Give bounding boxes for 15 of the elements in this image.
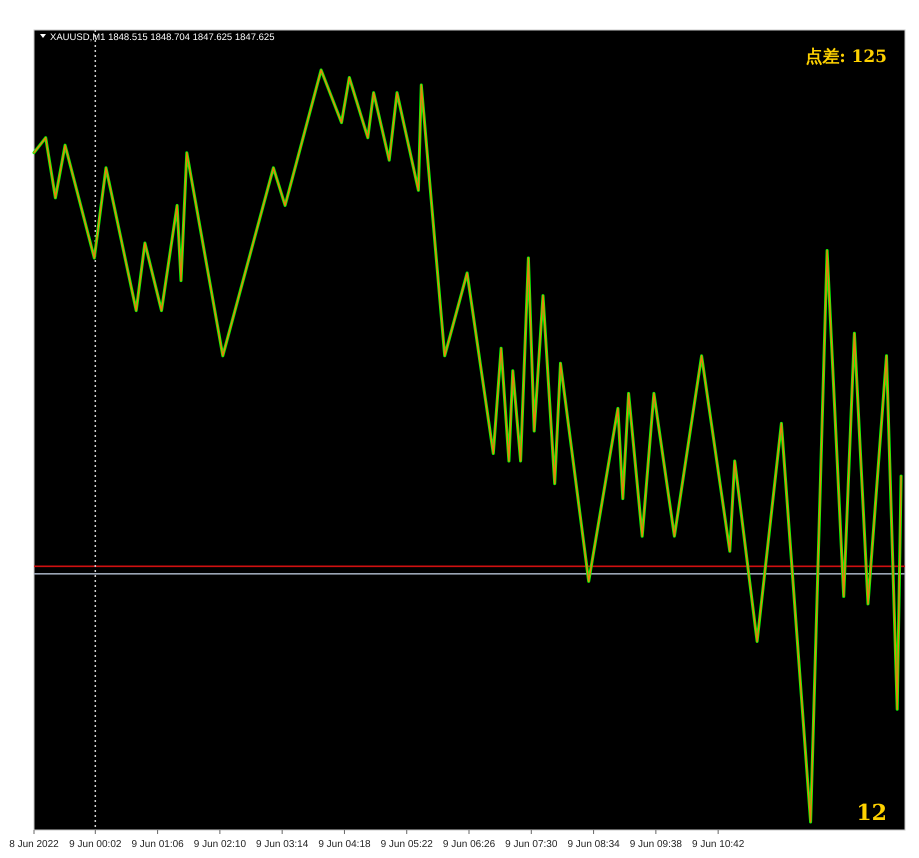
x-tick-label: 9 Jun 03:14 [256, 839, 309, 850]
text: 点差: 125 [805, 47, 887, 67]
x-tick-label: 9 Jun 05:22 [380, 839, 434, 850]
x-tick-label: 9 Jun 10:42 [692, 839, 745, 850]
x-tick-label: 9 Jun 09:38 [630, 839, 682, 850]
x-tick-label: 9 Jun 07:30 [505, 839, 558, 850]
x-tick-label: 9 Jun 06:26 [442, 839, 496, 850]
x-tick-label: 9 Jun 02:10 [194, 839, 246, 850]
annotation: 12 [856, 800, 887, 826]
x-tick-label: 9 Jun 01:06 [131, 839, 184, 850]
x-tick-label: 9 Jun 08:34 [567, 839, 620, 850]
x-tick-label: 9 Jun 00:02 [69, 839, 122, 850]
chart-title: XAUUSD,M1 1848.515 1848.704 1847.625 1847.625 [50, 32, 274, 43]
x-tick-label: 8 Jun 2022 [9, 839, 60, 850]
x-tick-label: 9 Jun 04:18 [318, 839, 372, 850]
